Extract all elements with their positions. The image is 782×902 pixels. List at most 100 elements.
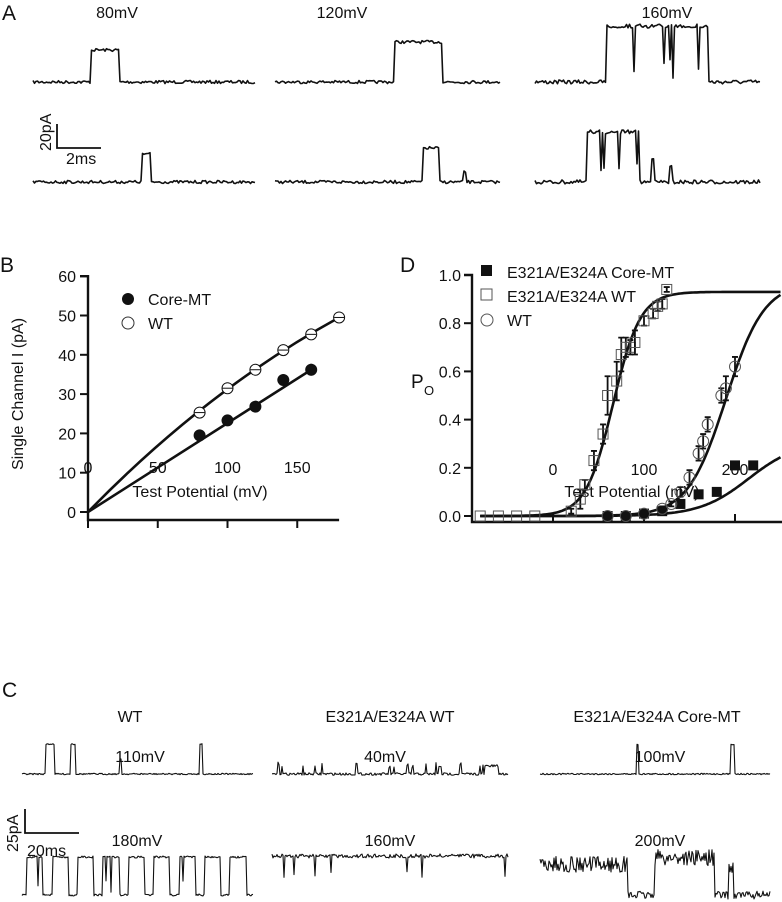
legend-marker-core-mt bbox=[122, 293, 134, 305]
x-tick-label: 100 bbox=[214, 460, 241, 477]
data-point-core-mt bbox=[675, 498, 686, 509]
current-trace bbox=[274, 145, 501, 185]
y-tick-label: 30 bbox=[58, 387, 76, 404]
current-trace bbox=[21, 855, 254, 897]
data-point-core-mt bbox=[249, 400, 262, 413]
y-tick-label: 0.4 bbox=[439, 413, 461, 430]
error-bar bbox=[704, 416, 711, 433]
legend-marker-core-mt bbox=[481, 265, 492, 276]
data-point-wt bbox=[701, 418, 714, 431]
legend-label-e321a-wt: E321A/E324A WT bbox=[507, 289, 636, 306]
x-axis-label: Test Potential (mV) bbox=[132, 484, 267, 501]
error-bar bbox=[659, 298, 666, 310]
scale-current-label: 20pA bbox=[38, 113, 55, 151]
legend-marker-wt bbox=[121, 316, 135, 330]
current-trace bbox=[21, 743, 254, 776]
data-point-e321a-wt bbox=[574, 493, 586, 505]
data-point-core-mt bbox=[193, 429, 206, 442]
voltage-label-120mv: 120mV bbox=[317, 5, 368, 22]
scale-current-label: 25pA bbox=[5, 814, 22, 852]
current-trace bbox=[32, 151, 256, 185]
voltage-label-40mv: 40mV bbox=[364, 749, 406, 766]
y-tick-label: 40 bbox=[58, 348, 76, 365]
voltage-label-160mv: 160mV bbox=[365, 833, 416, 850]
error-bar bbox=[700, 433, 707, 450]
y-tick-label: 10 bbox=[58, 466, 76, 483]
y-tick-label: 0.8 bbox=[439, 316, 461, 333]
data-point-e321a-wt bbox=[474, 510, 486, 522]
y-axis-label-subscript: O bbox=[424, 383, 434, 398]
iv-chart: Single Channel I (pA) Test Potential (mV… bbox=[10, 269, 346, 528]
data-point-core-mt bbox=[693, 489, 704, 500]
y-axis-label: Single Channel I (pA) bbox=[10, 318, 27, 470]
data-point-core-mt bbox=[277, 373, 290, 386]
data-point-e321a-wt bbox=[588, 455, 600, 467]
data-point-e321a-wt bbox=[661, 283, 673, 295]
y-tick-label: 0.2 bbox=[439, 461, 461, 478]
error-bar bbox=[631, 329, 638, 356]
voltage-label-100mv: 100mV bbox=[635, 749, 686, 766]
y-tick-label: 0.6 bbox=[439, 364, 461, 381]
y-tick-label: 1.0 bbox=[439, 268, 461, 285]
error-bar bbox=[659, 505, 666, 513]
column-title-e321a-core-mt: E321A/E324A Core-MT bbox=[573, 709, 740, 726]
voltage-label-180mv: 180mV bbox=[112, 833, 163, 850]
data-point-wt bbox=[715, 389, 728, 402]
data-point-core-mt bbox=[305, 363, 318, 376]
data-point-e321a-wt bbox=[597, 428, 609, 440]
x-tick-label: 150 bbox=[284, 460, 311, 477]
po-chart: P O Test Potential (mV) E321A/E324A Core… bbox=[411, 265, 782, 526]
error-bar bbox=[686, 469, 693, 486]
data-point-wt bbox=[638, 507, 650, 520]
data-point-core-mt bbox=[748, 460, 759, 471]
data-point-e321a-wt bbox=[638, 315, 650, 327]
data-point-wt bbox=[697, 435, 710, 448]
data-point-wt bbox=[601, 510, 614, 522]
data-point-e321a-wt bbox=[511, 510, 523, 522]
error-bar bbox=[732, 356, 738, 378]
data-point-core-mt bbox=[620, 511, 631, 521]
data-point-wt bbox=[619, 510, 632, 522]
data-point-wt bbox=[719, 382, 732, 395]
legend-label-wt: WT bbox=[507, 313, 532, 330]
x-axis-label: Test Potential (mV) bbox=[564, 484, 699, 501]
legend-label-e321a-core-mt: E321A/E324A Core-MT bbox=[507, 265, 674, 282]
x-tick-label: 100 bbox=[631, 462, 658, 479]
data-point-wt bbox=[656, 502, 669, 515]
voltage-label-110mv: 110mV bbox=[115, 749, 165, 766]
panel-c-traces bbox=[21, 743, 771, 900]
error-bar bbox=[590, 450, 597, 472]
x-tick-label: 0 bbox=[549, 462, 558, 479]
y-tick-label: 50 bbox=[58, 309, 76, 326]
data-point-wt bbox=[665, 497, 678, 510]
x-tick-label: 0 bbox=[84, 460, 93, 477]
legend-marker-wt bbox=[480, 313, 494, 327]
voltage-label-200mv: 200mV bbox=[635, 833, 686, 850]
legend-label-wt: WT bbox=[148, 316, 173, 333]
error-bar bbox=[613, 360, 620, 402]
panel-a: A 80mV 120mV 160mV 20pA 2ms bbox=[2, 2, 761, 185]
y-tick-label: 60 bbox=[58, 269, 76, 286]
data-point-core-mt bbox=[602, 511, 613, 521]
data-point-e321a-wt bbox=[656, 298, 668, 310]
current-trace bbox=[271, 853, 509, 878]
error-bar bbox=[568, 507, 575, 515]
data-point-wt bbox=[729, 360, 741, 373]
fit-line-wt bbox=[87, 316, 340, 513]
voltage-label-160mv: 160mV bbox=[642, 5, 693, 22]
panel-a-traces bbox=[32, 23, 761, 185]
data-point-core-mt bbox=[730, 460, 740, 471]
scale-bar bbox=[24, 809, 79, 834]
current-trace bbox=[539, 743, 771, 776]
data-point-e321a-wt bbox=[492, 510, 504, 522]
panel-a-label: A bbox=[2, 2, 16, 25]
legend-marker-e321a-wt bbox=[480, 288, 493, 301]
data-point-wt bbox=[692, 447, 705, 460]
y-axis-label: P bbox=[411, 372, 424, 393]
error-bar bbox=[663, 286, 670, 293]
panel-c: C WT E321A/E324A WT E321A/E324A Core-MT … bbox=[2, 679, 771, 900]
y-tick-label: 20 bbox=[58, 426, 76, 443]
current-trace bbox=[32, 47, 256, 85]
scale-bar bbox=[56, 124, 101, 149]
